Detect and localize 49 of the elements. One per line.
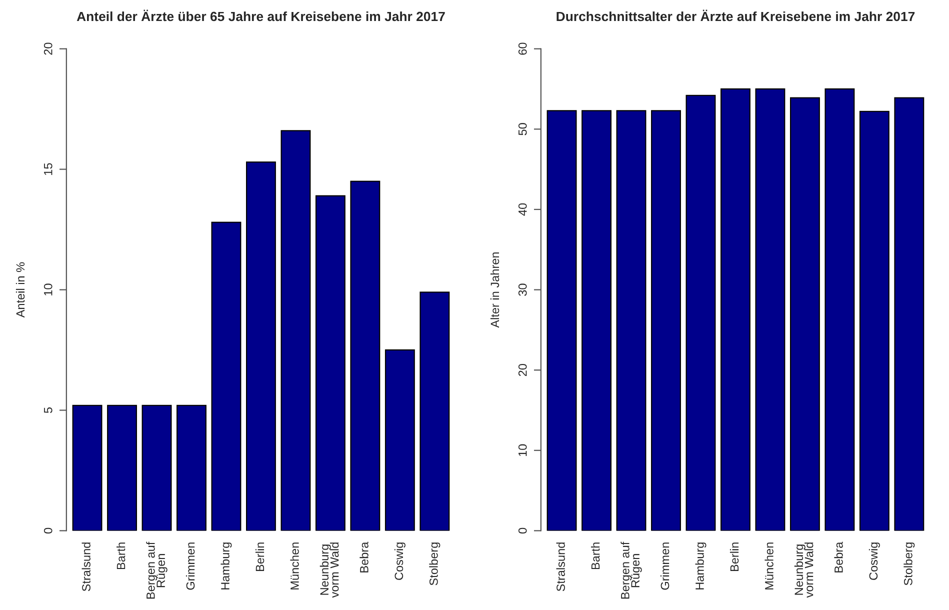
bar: [176, 404, 206, 531]
x-tick-label: Stolberg: [904, 542, 915, 586]
y-tick-label: 40: [518, 203, 527, 216]
y-tick-label: 10: [44, 284, 52, 296]
x-tick-label: Barth: [116, 542, 126, 570]
x-tick-label: Grimmen: [186, 542, 195, 590]
x-tick-label: Hamburg: [695, 542, 706, 590]
bar: [246, 161, 276, 531]
x-tick-label: Barth: [591, 542, 600, 570]
bar: [107, 404, 137, 531]
x-tick-label: Bebra: [834, 542, 843, 572]
x-tick-label: München: [290, 542, 299, 590]
bar: [350, 180, 380, 531]
y-tick-label: 30: [518, 284, 527, 296]
y-tick-label: 20: [518, 364, 527, 376]
x-tick-label: Hamburg: [220, 542, 232, 590]
y-tick-label: 5: [44, 407, 52, 414]
y-tick-label: 0: [44, 528, 52, 534]
x-tick-label: Berlin: [730, 542, 739, 572]
x-tick-label: Coswig: [394, 542, 406, 580]
y-axis-title: Anteil in %: [16, 262, 25, 318]
x-tick-label: Stralsund: [82, 542, 90, 592]
x-tick-label: Stralsund: [556, 542, 565, 592]
bar: [384, 349, 415, 531]
bar: [142, 404, 172, 531]
bar: [72, 404, 102, 531]
y-tick-label: 60: [518, 42, 527, 55]
x-tick-label: München: [764, 542, 774, 590]
y-tick-label: 10: [518, 444, 527, 456]
x-tick-label: Bergen auf Rügen: [146, 542, 168, 599]
x-tick-label: Neunburg vorm Wald: [320, 542, 339, 598]
x-tick-label: Bergen auf Rügen: [620, 542, 642, 599]
bar: [211, 222, 242, 531]
y-axis-title: Alter in Jahren: [490, 252, 500, 328]
bar: [420, 292, 450, 531]
y-tick-label: 15: [44, 163, 52, 175]
x-tick-label: Berlin: [255, 542, 264, 572]
bar: [280, 130, 311, 531]
x-tick-label: Coswig: [868, 542, 880, 580]
bar: [315, 195, 346, 531]
x-tick-label: Stolberg: [429, 542, 440, 586]
y-tick-label: 20: [44, 42, 52, 55]
x-tick-label: Bebra: [360, 542, 368, 572]
x-tick-label: Neunburg vorm Wald: [794, 542, 814, 598]
chart-title: Durchschnittsalter der Ärzte auf Kreisebene im Jahr 2017: [556, 10, 915, 22]
x-tick-label: Grimmen: [660, 542, 670, 590]
y-tick-label: 50: [518, 123, 527, 136]
y-tick-label: 0: [518, 528, 527, 534]
chart-title: Anteil der Ärzte über 65 Jahre auf Kreisebene im Jahr 2017: [76, 10, 445, 22]
